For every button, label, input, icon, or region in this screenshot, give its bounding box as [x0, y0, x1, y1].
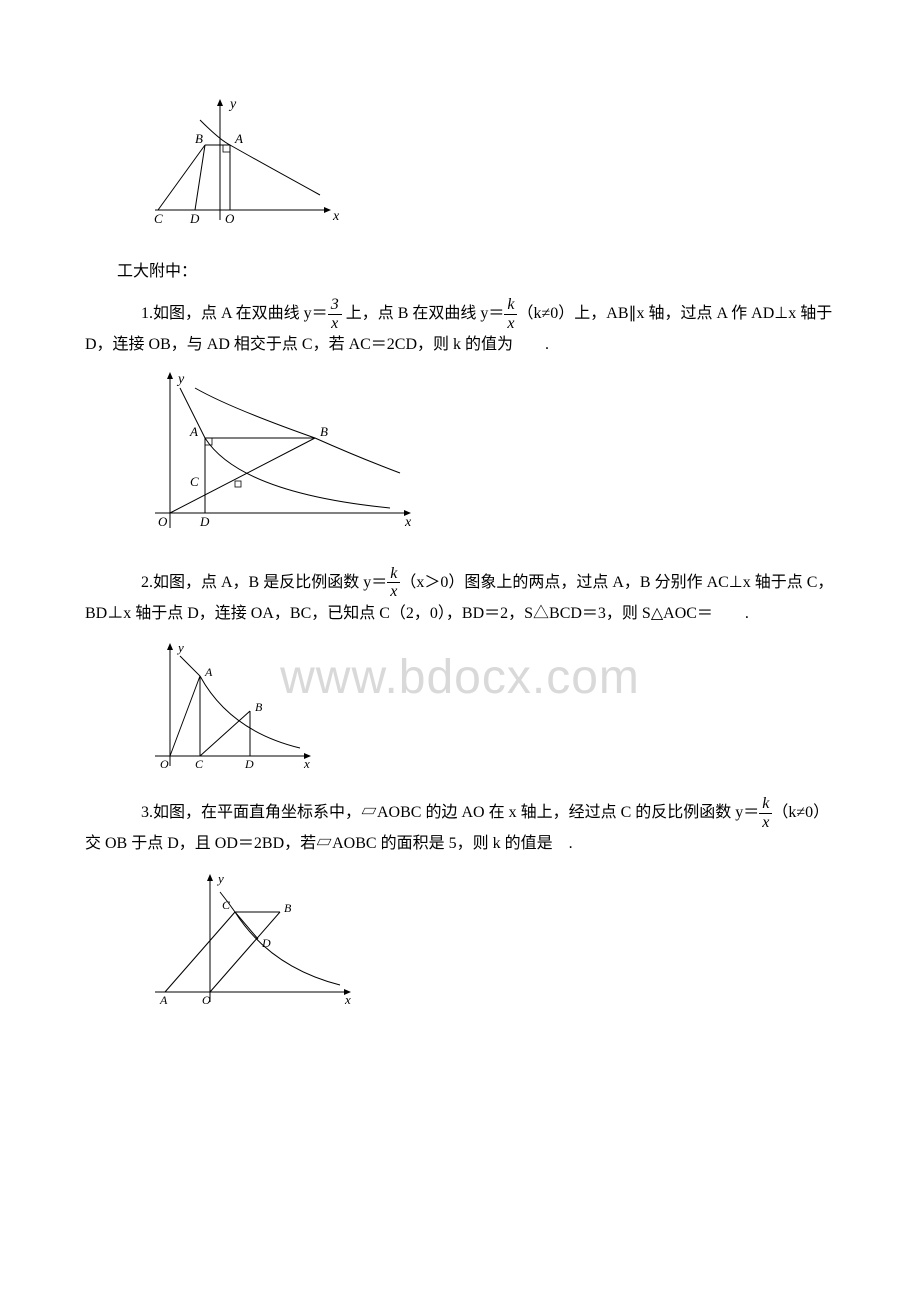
svg-text:B: B [195, 131, 203, 146]
svg-text:B: B [255, 700, 263, 714]
svg-text:C: C [190, 474, 199, 489]
school-name: 工大附中： [85, 259, 835, 285]
svg-text:C: C [195, 757, 204, 771]
problem-3: 3.如图，在平面直角坐标系中，▱AOBC 的边 AO 在 x 轴上，经过点 C … [85, 795, 835, 857]
problem-2: 2.如图，点 A，B 是反比例函数 y＝kx（x＞0）图象上的两点，过点 A，B… [85, 565, 835, 627]
svg-text:y: y [176, 640, 184, 655]
figure-1-svg: y x O D A B C [140, 368, 420, 538]
svg-text:B: B [284, 901, 292, 915]
p3-text1: 3.如图，在平面直角坐标系中，▱AOBC 的边 AO 在 x 轴上，经过点 C … [141, 804, 759, 821]
figure-3-svg: y x O A C B D [140, 867, 360, 1017]
figure-1: y x O D A B C [140, 368, 835, 547]
figure-2-svg: y x O C D A B [140, 636, 320, 776]
svg-text:A: A [204, 665, 213, 679]
svg-text:y: y [216, 871, 224, 886]
svg-text:O: O [160, 757, 169, 771]
p1-text1: 1.如图，点 A 在双曲线 y＝ [141, 305, 328, 322]
svg-text:x: x [332, 209, 340, 224]
p1-frac2: kx [504, 296, 517, 332]
svg-text:D: D [261, 936, 271, 950]
figure-0-svg: y x O A B C D [140, 90, 340, 240]
svg-text:x: x [303, 756, 310, 771]
svg-text:O: O [225, 211, 235, 226]
svg-text:x: x [404, 515, 412, 530]
figure-2: y x O C D A B [140, 636, 835, 785]
svg-text:A: A [234, 131, 243, 146]
svg-text:C: C [222, 898, 231, 912]
svg-text:y: y [176, 372, 185, 387]
page-content: y x O A B C D 工大附中： 1.如图，点 A 在双曲线 y＝3x 上… [85, 90, 835, 1025]
svg-text:A: A [159, 993, 168, 1007]
svg-text:O: O [202, 993, 211, 1007]
figure-3: y x O A C B D [140, 867, 835, 1026]
svg-text:D: D [199, 514, 210, 529]
p3-frac: kx [759, 795, 772, 831]
svg-text:C: C [154, 211, 163, 226]
svg-text:x: x [344, 992, 351, 1007]
svg-text:B: B [320, 424, 328, 439]
p1-text2: 上，点 B 在双曲线 y＝ [342, 305, 505, 322]
svg-text:O: O [158, 514, 168, 529]
svg-text:D: D [244, 757, 254, 771]
svg-text:D: D [189, 211, 200, 226]
p2-frac: kx [387, 565, 400, 601]
figure-0: y x O A B C D [140, 90, 835, 249]
p2-text1: 2.如图，点 A，B 是反比例函数 y＝ [141, 573, 387, 590]
problem-1: 1.如图，点 A 在双曲线 y＝3x 上，点 B 在双曲线 y＝kx（k≠0）上… [85, 296, 835, 358]
p1-frac1: 3x [328, 296, 342, 332]
svg-text:y: y [228, 97, 237, 112]
svg-text:A: A [189, 424, 198, 439]
